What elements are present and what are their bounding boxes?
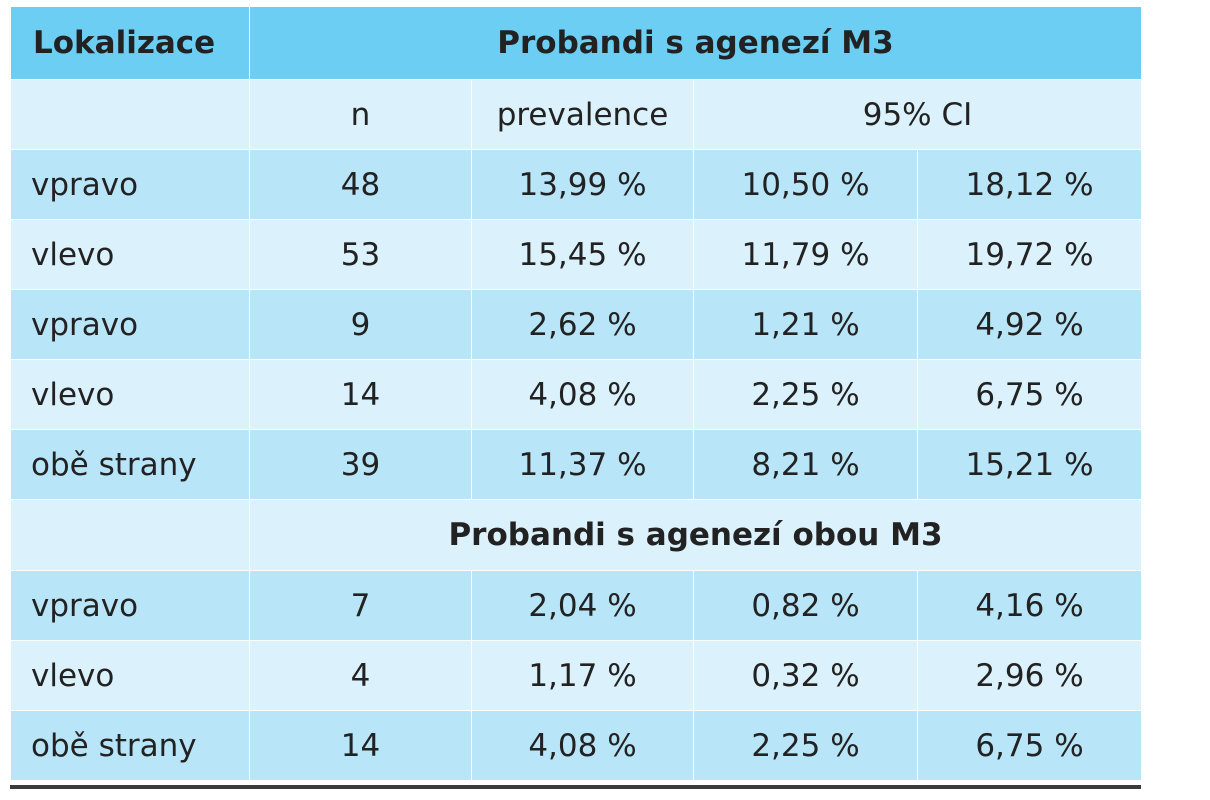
cell-ci-high: 6,75 % <box>917 710 1142 781</box>
subheader-prevalence: prevalence <box>471 79 694 150</box>
prevalence-table: Lokalizace Probandi s agenezí M3 n preva… <box>10 6 1142 781</box>
cell-prevalence: 15,45 % <box>471 219 694 290</box>
group2-title-row: Probandi s agenezí obou M3 <box>10 499 1142 571</box>
cell-n: 7 <box>249 570 472 641</box>
cell-ci-low: 1,21 % <box>693 289 918 360</box>
cell-ci-low: 11,79 % <box>693 219 918 290</box>
subheader-ci: 95% CI <box>693 79 1142 150</box>
cell-n: 53 <box>249 219 472 290</box>
cell-ci-high: 4,92 % <box>917 289 1142 360</box>
table-row: vpravo 48 13,99 % 10,50 % 18,12 % <box>10 149 1142 220</box>
table-row: vpravo 7 2,04 % 0,82 % 4,16 % <box>10 570 1142 641</box>
table-header-row: Lokalizace Probandi s agenezí M3 <box>10 6 1142 80</box>
cell-prevalence: 4,08 % <box>471 359 694 430</box>
row-label: vpravo <box>10 570 250 641</box>
cell-n: 9 <box>249 289 472 360</box>
cell-prevalence: 13,99 % <box>471 149 694 220</box>
row-label: vlevo <box>10 219 250 290</box>
cell-prevalence: 2,62 % <box>471 289 694 360</box>
bottom-rule <box>10 785 1141 789</box>
table-subheader-row: n prevalence 95% CI <box>10 79 1142 150</box>
cell-n: 39 <box>249 429 472 500</box>
cell-ci-low: 2,25 % <box>693 359 918 430</box>
row-label: vlevo <box>10 359 250 430</box>
row-label: obě strany <box>10 710 250 781</box>
cell-ci-high: 18,12 % <box>917 149 1142 220</box>
data-table-container: Lokalizace Probandi s agenezí M3 n preva… <box>10 6 1142 781</box>
cell-prevalence: 4,08 % <box>471 710 694 781</box>
header-lokalizace: Lokalizace <box>10 6 250 80</box>
subheader-empty <box>10 79 250 150</box>
subheader-n: n <box>249 79 472 150</box>
table-row: obě strany 39 11,37 % 8,21 % 15,21 % <box>10 429 1142 500</box>
cell-ci-low: 10,50 % <box>693 149 918 220</box>
cell-ci-low: 0,32 % <box>693 640 918 711</box>
table-row: vlevo 53 15,45 % 11,79 % 19,72 % <box>10 219 1142 290</box>
table-row: vlevo 4 1,17 % 0,32 % 2,96 % <box>10 640 1142 711</box>
cell-ci-high: 6,75 % <box>917 359 1142 430</box>
row-label: vlevo <box>10 640 250 711</box>
header-group1-title: Probandi s agenezí M3 <box>249 6 1142 80</box>
row-label: obě strany <box>10 429 250 500</box>
cell-n: 48 <box>249 149 472 220</box>
cell-ci-low: 8,21 % <box>693 429 918 500</box>
cell-prevalence: 2,04 % <box>471 570 694 641</box>
cell-n: 14 <box>249 710 472 781</box>
cell-prevalence: 1,17 % <box>471 640 694 711</box>
table-row: vlevo 14 4,08 % 2,25 % 6,75 % <box>10 359 1142 430</box>
row-label: vpravo <box>10 149 250 220</box>
row-label: vpravo <box>10 289 250 360</box>
cell-ci-high: 4,16 % <box>917 570 1142 641</box>
table-row: vpravo 9 2,62 % 1,21 % 4,92 % <box>10 289 1142 360</box>
cell-ci-high: 2,96 % <box>917 640 1142 711</box>
group2-title: Probandi s agenezí obou M3 <box>249 499 1142 571</box>
cell-ci-high: 19,72 % <box>917 219 1142 290</box>
cell-prevalence: 11,37 % <box>471 429 694 500</box>
table-row: obě strany 14 4,08 % 2,25 % 6,75 % <box>10 710 1142 781</box>
group2-empty <box>10 499 250 571</box>
cell-ci-low: 2,25 % <box>693 710 918 781</box>
cell-ci-low: 0,82 % <box>693 570 918 641</box>
cell-n: 14 <box>249 359 472 430</box>
cell-ci-high: 15,21 % <box>917 429 1142 500</box>
cell-n: 4 <box>249 640 472 711</box>
